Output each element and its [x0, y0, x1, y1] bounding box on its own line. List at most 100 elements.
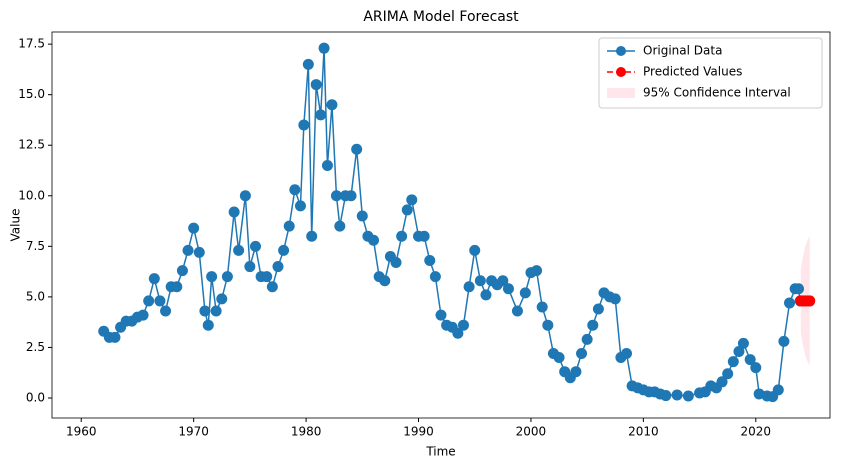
data-point	[463, 281, 475, 293]
data-point	[306, 230, 318, 242]
data-point	[202, 319, 214, 331]
y-tick-label: 10.0	[18, 188, 45, 202]
y-tick-label: 17.5	[18, 37, 45, 51]
data-point	[716, 376, 728, 388]
x-tick-label: 2010	[628, 425, 659, 439]
data-point	[682, 390, 694, 402]
data-point	[289, 184, 301, 196]
data-point	[804, 295, 816, 307]
data-point	[294, 200, 306, 212]
data-point	[345, 190, 357, 202]
data-point	[221, 271, 233, 283]
data-point	[109, 331, 121, 343]
data-point	[609, 293, 621, 305]
data-point	[737, 337, 749, 349]
plot-frame	[51, 31, 831, 419]
data-point	[750, 362, 762, 374]
data-point	[744, 354, 756, 366]
legend: Original Data Predicted Values 95% Confide…	[598, 37, 823, 109]
data-point	[396, 230, 408, 242]
data-point	[480, 289, 492, 301]
data-point	[249, 240, 261, 252]
data-point	[330, 190, 342, 202]
data-point	[334, 220, 346, 232]
data-point	[671, 389, 683, 401]
data-point	[592, 303, 604, 315]
data-point	[206, 271, 218, 283]
data-point	[536, 301, 548, 313]
y-tick-label: 15.0	[18, 87, 45, 101]
data-point	[784, 297, 796, 309]
data-point	[315, 109, 327, 121]
x-tick-label: 1980	[291, 425, 322, 439]
data-point	[587, 319, 599, 331]
data-point	[310, 79, 322, 91]
data-point	[621, 347, 633, 359]
data-point	[298, 119, 310, 131]
data-point	[233, 244, 245, 256]
data-point	[429, 271, 441, 283]
data-point	[193, 246, 205, 258]
data-point	[176, 265, 188, 277]
data-point	[727, 356, 739, 368]
data-point	[778, 335, 790, 347]
y-tick-label: 12.5	[18, 138, 45, 152]
data-point	[793, 283, 805, 295]
y-tick-label: 7.5	[26, 239, 45, 253]
data-point	[210, 305, 222, 317]
x-tick-label: 1970	[178, 425, 209, 439]
y-tick-label: 0.0	[26, 390, 45, 404]
x-tick-label: 1960	[66, 425, 97, 439]
data-point	[502, 283, 514, 295]
data-point	[188, 222, 200, 234]
data-point	[182, 244, 194, 256]
data-point	[244, 261, 256, 273]
data-point	[261, 271, 273, 283]
data-point	[418, 230, 430, 242]
data-point	[379, 275, 391, 287]
data-point	[326, 99, 338, 111]
data-point	[390, 257, 402, 269]
data-point	[733, 345, 745, 357]
data-point	[143, 295, 155, 307]
data-point	[148, 273, 160, 285]
x-tick-label: 2000	[516, 425, 547, 439]
data-point	[435, 309, 447, 321]
legend-label: Predicted Values	[643, 65, 742, 79]
data-point	[722, 368, 734, 380]
data-point	[228, 206, 240, 218]
data-point	[401, 204, 413, 216]
chart-title: ARIMA Model Forecast	[363, 9, 519, 25]
x-tick-label: 2020	[741, 425, 772, 439]
data-point	[160, 305, 172, 317]
data-point	[239, 190, 251, 202]
data-point	[660, 390, 672, 402]
data-point	[553, 352, 565, 364]
data-point	[519, 287, 531, 299]
data-point	[452, 327, 464, 339]
legend-label: Original Data	[643, 44, 722, 58]
data-point	[474, 275, 486, 287]
data-point	[171, 281, 183, 293]
data-point	[216, 293, 228, 305]
data-point	[321, 159, 333, 171]
data-point	[351, 143, 363, 155]
data-point	[581, 333, 593, 345]
data-point	[457, 319, 469, 331]
y-tick-label: 5.0	[26, 289, 45, 303]
data-point	[318, 42, 330, 54]
data-point	[283, 220, 295, 232]
data-point	[368, 234, 380, 246]
data-point	[570, 366, 582, 378]
data-point	[302, 58, 314, 70]
data-point	[406, 194, 418, 206]
data-point	[531, 265, 543, 277]
data-point	[154, 295, 166, 307]
data-point	[424, 254, 436, 266]
legend-marker	[616, 67, 626, 77]
data-point	[272, 261, 284, 273]
data-point	[497, 275, 509, 287]
x-axis-label: Time	[425, 445, 455, 459]
